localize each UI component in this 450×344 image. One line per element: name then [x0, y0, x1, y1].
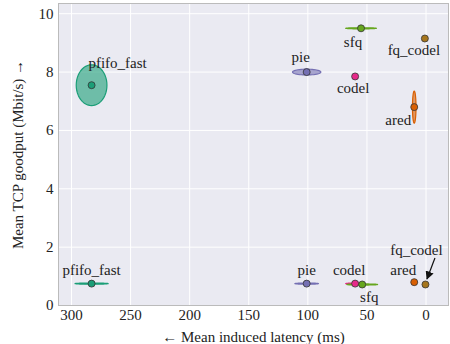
svg-text:codel: codel [333, 262, 365, 278]
svg-text:codel: codel [337, 80, 369, 96]
svg-text:Mean TCP goodput (Mbit/s) →: Mean TCP goodput (Mbit/s) → [10, 60, 27, 249]
svg-text:ared: ared [390, 262, 416, 278]
svg-text:2: 2 [46, 239, 54, 255]
svg-text:6: 6 [46, 122, 54, 138]
svg-text:0: 0 [46, 297, 54, 313]
svg-text:pfifo_fast: pfifo_fast [62, 262, 121, 278]
svg-text:4: 4 [46, 181, 54, 197]
svg-text:150: 150 [238, 307, 260, 323]
svg-text:10: 10 [39, 6, 54, 22]
svg-text:50: 50 [359, 307, 374, 323]
svg-text:pie: pie [298, 262, 317, 278]
svg-text:100: 100 [297, 307, 320, 323]
svg-text:ared: ared [385, 112, 411, 128]
svg-text:8: 8 [46, 64, 54, 80]
svg-text:sfq: sfq [344, 34, 363, 50]
svg-text:pfifo_fast: pfifo_fast [88, 55, 147, 71]
svg-text:250: 250 [119, 307, 142, 323]
svg-text:0: 0 [422, 307, 430, 323]
svg-text:fq_codel: fq_codel [390, 242, 442, 258]
svg-text:sfq: sfq [360, 289, 379, 305]
svg-text:200: 200 [178, 307, 201, 323]
svg-text:fq_codel: fq_codel [388, 42, 440, 58]
svg-text:pie: pie [292, 49, 311, 65]
svg-text:300: 300 [60, 307, 83, 323]
svg-text:← Mean induced latency (ms): ← Mean induced latency (ms) [162, 329, 344, 344]
